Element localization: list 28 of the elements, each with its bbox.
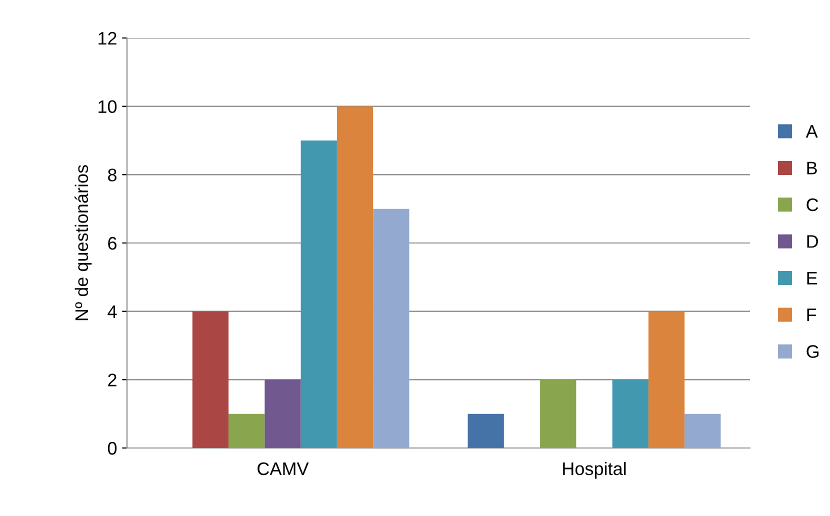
legend-label: D [807,235,818,248]
bar [264,380,301,448]
y-tick-label: 10 [98,100,117,114]
y-tick-label: 6 [108,236,116,250]
y-tick-label: 2 [108,374,116,386]
bar [468,414,504,448]
bar [373,208,410,448]
legend-label: C [806,198,818,212]
y-tick-label: 8 [108,168,116,182]
y-tick-label: 12 [98,32,116,45]
legend-label: G [806,345,818,358]
legend-label: E [807,272,818,284]
x-tick-label: Hospital [563,462,626,479]
bar [336,106,374,448]
legend-label: B [807,162,817,174]
bar [192,311,229,448]
y-tick-label: 4 [108,305,117,318]
bar [648,311,685,448]
bar [540,380,576,448]
legend-label: F [807,308,816,322]
bar [612,380,648,448]
bar [228,414,265,448]
y-tick-label: 0 [108,442,117,455]
bar [300,140,337,448]
x-tick-label: CAMV [258,462,309,476]
bar [684,414,721,448]
legend-label: A [806,125,818,138]
y-axis-title: Nº de questionários [74,165,92,320]
